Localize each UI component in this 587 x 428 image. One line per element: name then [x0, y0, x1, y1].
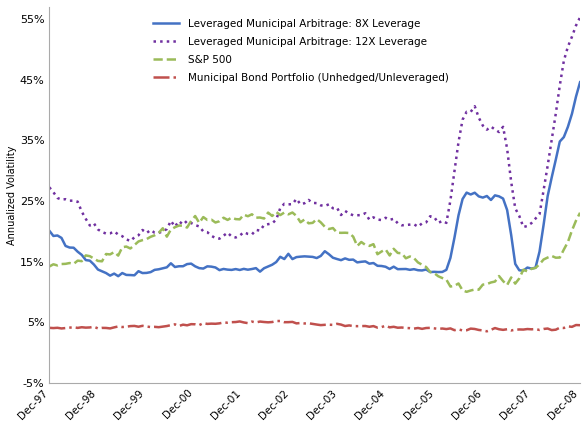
Line: Municipal Bond Portfolio (Unhedged/Unleveraged): Municipal Bond Portfolio (Unhedged/Unlev… [49, 321, 580, 331]
Municipal Bond Portfolio (Unhedged/Unleveraged) [46, 325, 53, 330]
Municipal Bond Portfolio (Unhedged/Unleveraged) [90, 324, 97, 330]
Leveraged Municipal Arbitrage: 8X Leverage: (0, 0.201): 8X Leverage: (0, 0.201) [46, 228, 53, 233]
S&P 500 [480, 282, 487, 287]
S&P 500 [208, 217, 215, 222]
Leveraged Municipal Arbitrage: 12X Leverage: (8.9, 0.387): 12X Leverage: (8.9, 0.387) [475, 115, 483, 120]
Leveraged Municipal Arbitrage: 8X Leverage: (3.44, 0.14): 8X Leverage: (3.44, 0.14) [212, 265, 219, 270]
Line: S&P 500: S&P 500 [49, 212, 580, 292]
S&P 500 [46, 264, 53, 269]
Leveraged Municipal Arbitrage: 12X Leverage: (3.44, 0.189): 12X Leverage: (3.44, 0.189) [212, 235, 219, 241]
Municipal Bond Portfolio (Unhedged/Unleveraged) [276, 318, 284, 324]
S&P 500 [483, 282, 490, 287]
S&P 500 [90, 256, 97, 261]
Leveraged Municipal Arbitrage: 12X Leverage: (1.34, 0.2): 12X Leverage: (1.34, 0.2) [110, 229, 117, 234]
S&P 500 [576, 210, 583, 215]
Leveraged Municipal Arbitrage: 8X Leverage: (1.43, 0.126): 8X Leverage: (1.43, 0.126) [114, 273, 122, 279]
S&P 500 [224, 217, 231, 223]
Municipal Bond Portfolio (Unhedged/Unleveraged) [224, 320, 231, 325]
Y-axis label: Annualized Volatility: Annualized Volatility [7, 145, 17, 244]
Leveraged Municipal Arbitrage: 12X Leverage: (3.78, 0.191): 12X Leverage: (3.78, 0.191) [228, 234, 235, 239]
S&P 500 [463, 289, 470, 294]
Municipal Bond Portfolio (Unhedged/Unleveraged) [110, 325, 117, 330]
Municipal Bond Portfolio (Unhedged/Unleveraged) [480, 328, 487, 333]
Leveraged Municipal Arbitrage: 12X Leverage: (1.68, 0.184): 12X Leverage: (1.68, 0.184) [127, 238, 134, 244]
Municipal Bond Portfolio (Unhedged/Unleveraged) [475, 327, 483, 333]
Leveraged Municipal Arbitrage: 8X Leverage: (0.924, 0.145): 8X Leverage: (0.924, 0.145) [90, 262, 97, 267]
Leveraged Municipal Arbitrage: 12X Leverage: (0, 0.273): 12X Leverage: (0, 0.273) [46, 185, 53, 190]
S&P 500 [273, 209, 280, 214]
Municipal Bond Portfolio (Unhedged/Unleveraged) [208, 321, 215, 326]
Leveraged Municipal Arbitrage: 8X Leverage: (1.34, 0.13): 8X Leverage: (1.34, 0.13) [110, 271, 117, 276]
Leveraged Municipal Arbitrage: 12X Leverage: (11, 0.553): 12X Leverage: (11, 0.553) [576, 15, 583, 20]
Leveraged Municipal Arbitrage: 8X Leverage: (8.98, 0.256): 8X Leverage: (8.98, 0.256) [480, 195, 487, 200]
Leveraged Municipal Arbitrage: 8X Leverage: (11, 0.446): 8X Leverage: (11, 0.446) [576, 80, 583, 85]
Leveraged Municipal Arbitrage: 12X Leverage: (0.924, 0.213): 12X Leverage: (0.924, 0.213) [90, 221, 97, 226]
Leveraged Municipal Arbitrage: 12X Leverage: (8.98, 0.374): 12X Leverage: (8.98, 0.374) [480, 123, 487, 128]
S&P 500 [110, 250, 117, 255]
Municipal Bond Portfolio (Unhedged/Unleveraged) [483, 329, 490, 334]
Line: Leveraged Municipal Arbitrage: 8X Leverage: Leveraged Municipal Arbitrage: 8X Levera… [49, 82, 580, 276]
Municipal Bond Portfolio (Unhedged/Unleveraged) [576, 323, 583, 328]
Leveraged Municipal Arbitrage: 8X Leverage: (8.9, 0.258): 8X Leverage: (8.9, 0.258) [475, 194, 483, 199]
Legend: Leveraged Municipal Arbitrage: 8X Leverage, Leveraged Municipal Arbitrage: 12X L: Leveraged Municipal Arbitrage: 8X Levera… [150, 16, 451, 86]
Line: Leveraged Municipal Arbitrage: 12X Leverage: Leveraged Municipal Arbitrage: 12X Lever… [49, 18, 580, 241]
Leveraged Municipal Arbitrage: 8X Leverage: (3.78, 0.136): 8X Leverage: (3.78, 0.136) [228, 268, 235, 273]
